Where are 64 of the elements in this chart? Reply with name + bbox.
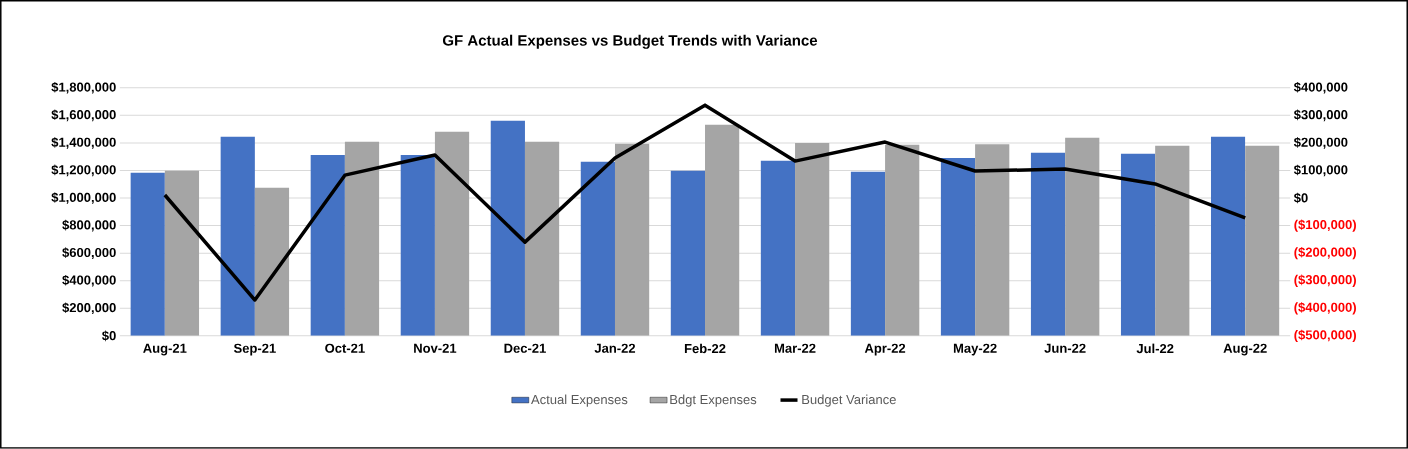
x-tick-label: Jul-22 bbox=[1136, 343, 1174, 354]
y-tick-label: $0 bbox=[102, 330, 116, 342]
y-tick-label: $400,000 bbox=[62, 275, 116, 287]
x-tick-label: Aug-21 bbox=[143, 343, 187, 356]
bar bbox=[705, 125, 740, 337]
bar bbox=[760, 160, 796, 337]
y-tick-label: $1,800,000 bbox=[51, 82, 116, 94]
y-tick-label: $1,200,000 bbox=[51, 164, 116, 177]
bar bbox=[885, 145, 920, 337]
x-tick-label: Jan-22 bbox=[594, 343, 636, 353]
x-tick-label: Aug-22 bbox=[1223, 343, 1267, 356]
bar bbox=[975, 144, 1010, 337]
y2-tick-label: ($500,000) bbox=[1294, 329, 1356, 343]
bar bbox=[310, 155, 345, 337]
bar bbox=[614, 144, 650, 337]
bar bbox=[580, 161, 615, 337]
x-tick-label: Jun-22 bbox=[1044, 343, 1086, 353]
y2-tick-label: $400,000 bbox=[1293, 82, 1348, 94]
x-tick-label: May-22 bbox=[953, 343, 997, 356]
bar bbox=[1210, 137, 1246, 337]
y-tick-label: $200,000 bbox=[62, 302, 116, 315]
y-tick-label: $800,000 bbox=[62, 219, 116, 232]
y2-tick-label: ($300,000) bbox=[1294, 274, 1356, 288]
bar bbox=[434, 132, 470, 337]
line-series bbox=[163, 103, 1247, 302]
bar bbox=[670, 171, 706, 337]
bar bbox=[1155, 145, 1190, 337]
bar bbox=[1245, 145, 1280, 337]
legend-label: Bdgt Expenses bbox=[670, 394, 757, 407]
chart-title: GF Actual Expenses vs Budget Trends with Variance bbox=[442, 34, 818, 49]
x-tick-label: Feb-22 bbox=[684, 343, 726, 354]
legend-label: Actual Expenses bbox=[531, 394, 628, 407]
y2-tick-label: ($200,000) bbox=[1294, 247, 1356, 260]
bar bbox=[254, 188, 290, 337]
bar bbox=[524, 141, 560, 337]
bar bbox=[344, 141, 380, 337]
x-tick-label: Sep-21 bbox=[233, 343, 276, 356]
y-tick-label: $1,600,000 bbox=[51, 109, 116, 122]
bar bbox=[164, 171, 200, 337]
x-tick-label: Apr-22 bbox=[864, 343, 906, 356]
bar bbox=[1065, 137, 1100, 337]
x-tick-label: Nov-21 bbox=[414, 343, 457, 353]
legend-label: Budget Variance bbox=[802, 394, 896, 407]
y2-tick-label: $300,000 bbox=[1293, 109, 1348, 122]
bar bbox=[490, 121, 525, 337]
x-tick-label: Mar-22 bbox=[774, 343, 816, 353]
y2-tick-label: ($400,000) bbox=[1294, 302, 1356, 315]
bar bbox=[220, 137, 255, 337]
bar bbox=[1030, 152, 1066, 337]
y-tick-label: $600,000 bbox=[62, 247, 116, 260]
bar bbox=[130, 172, 165, 337]
y2-tick-label: ($100,000) bbox=[1294, 219, 1356, 232]
y-tick-label: $1,000,000 bbox=[51, 192, 116, 205]
bar bbox=[940, 158, 976, 337]
bar bbox=[795, 143, 830, 337]
y-tick-label: $1,400,000 bbox=[51, 137, 116, 149]
bar bbox=[850, 172, 886, 337]
bar bbox=[1120, 153, 1156, 337]
y2-tick-label: $100,000 bbox=[1293, 164, 1348, 177]
bar bbox=[400, 155, 435, 337]
x-tick-label: Oct-21 bbox=[325, 343, 365, 353]
y2-tick-label: $0 bbox=[1293, 192, 1308, 204]
y2-tick-label: $200,000 bbox=[1293, 137, 1348, 149]
x-tick-label: Dec-21 bbox=[504, 343, 546, 353]
